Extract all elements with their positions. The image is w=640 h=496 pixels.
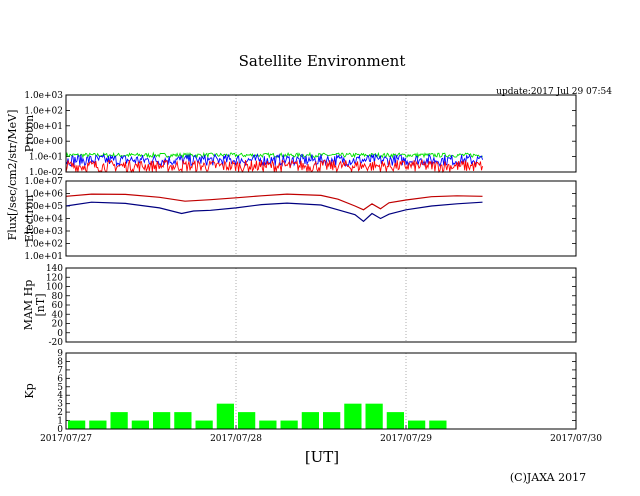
copyright-text: (C)JAXA 2017: [510, 471, 586, 484]
electron-series-1: [65, 201, 483, 223]
y-tick-label: 1.0e+06: [24, 190, 63, 200]
y-tick-label: 1.0e+02: [24, 106, 63, 116]
kp-bar: [301, 412, 319, 429]
y-tick-label: 1.0e-02: [29, 168, 63, 178]
kp-bar: [386, 412, 404, 429]
y-tick-label: 1.0e+07: [24, 177, 63, 187]
kp-bar: [68, 420, 86, 429]
y-tick-label: 1.0e-01: [29, 153, 63, 163]
kp-bar: [174, 412, 192, 429]
y-tick-label: 2: [57, 408, 63, 418]
panel-ylabel: Kp: [23, 383, 36, 398]
panel-frame: [65, 352, 577, 430]
y-tick-label: 7: [57, 366, 63, 376]
kp-bar: [131, 420, 149, 429]
y-tick-label: 60: [52, 301, 64, 311]
kp-bar: [365, 403, 383, 429]
x-axis: 2017/07/27 2017/07/28 2017/07/29 2017/07/30: [40, 425, 602, 444]
panel-ylabel: Proton: [23, 115, 36, 152]
x-tick-label: 2017/07/27: [40, 434, 92, 444]
panel-ylabel: MAM Hp: [22, 280, 35, 331]
y-tick-label: 1.0e+05: [24, 202, 63, 212]
x-tick-label: 2017/07/29: [380, 434, 432, 444]
y-tick-label: 1.0e+03: [24, 227, 63, 237]
y-tick-label: 100: [46, 283, 63, 293]
y-tick-label: 1.0e+01: [24, 122, 63, 132]
kp-bar: [323, 412, 341, 429]
panel-proton: 1.0e-02 1.0e-01 1.0e+00 1.0e+01 1.0e+02 1.0e+…: [23, 91, 577, 178]
kp-bar: [429, 420, 447, 429]
y-tick-label: 0: [57, 425, 63, 435]
y-tick-label: 140: [46, 264, 63, 274]
y-tick-label: 1.0e+00: [24, 137, 63, 147]
kp-bar: [408, 420, 426, 429]
panel-frame: [65, 180, 577, 257]
panel-frame: [65, 94, 577, 173]
update-timestamp: update:2017 Jul 29 07:54: [496, 87, 612, 97]
y-tick-label: 1.0e+02: [24, 240, 63, 250]
panel-ylabel-unit: [nT]: [34, 293, 47, 316]
y-tick-label: 4: [57, 391, 63, 401]
y-tick-label: 1.0e+04: [24, 215, 63, 225]
electron-series-0: [65, 193, 483, 211]
chart-title: Satellite Environment: [239, 52, 406, 70]
y-tick-label: -20: [49, 338, 64, 348]
chart-panels: 1.0e-021.0e-011.0e+001.0e+011.0e+021.0e+…: [22, 91, 577, 435]
kp-bar: [89, 420, 107, 429]
y-tick-label: 1.0e+01: [24, 252, 63, 262]
y-tick-label: 0: [57, 329, 63, 339]
kp-bar: [110, 412, 128, 429]
kp-bar: [153, 412, 171, 429]
kp-bar: [259, 420, 277, 429]
y-tick-label: 3: [57, 400, 63, 410]
y-tick-label: 8: [57, 357, 63, 367]
panel-frame: [65, 267, 577, 343]
y-tick-label: 9: [57, 349, 63, 359]
x-tick-label: 2017/07/30: [550, 434, 602, 444]
panel-electron: 1.0e+01 1.0e+02 1.0e+03 1.0e+04 1.0e+05 1.0e+…: [23, 177, 577, 262]
y-tick-label: 20: [52, 320, 64, 330]
y-tick-label: 1.0e+03: [24, 91, 63, 101]
proton-series-2: [65, 158, 483, 174]
y-tick-label: 120: [46, 273, 63, 283]
kp-bar: [280, 420, 298, 429]
x-tick-label: 2017/07/28: [210, 434, 262, 444]
y-tick-label: 6: [57, 374, 63, 384]
y-tick-label: 5: [57, 383, 63, 393]
y-tick-label: 40: [52, 310, 64, 320]
kp-bar: [195, 420, 213, 429]
kp-bar: [238, 412, 256, 429]
kp-bar: [344, 403, 362, 429]
panel-ylabel: Electron: [23, 195, 36, 243]
y-tick-label: 80: [52, 292, 64, 302]
flux-axis-label: Flux[/sec/cm2/str/MeV]: [6, 110, 19, 241]
kp-bar: [216, 403, 234, 429]
y-tick-label: 1: [57, 417, 63, 427]
x-axis-label: [UT]: [305, 448, 339, 466]
